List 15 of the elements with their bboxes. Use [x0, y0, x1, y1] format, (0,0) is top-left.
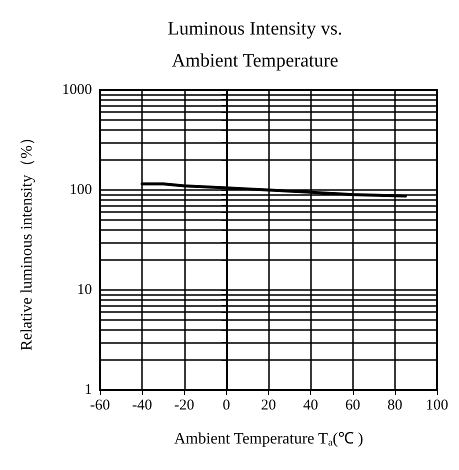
x-tick-label: -40 [132, 398, 152, 414]
x-tick-label: 20 [261, 398, 276, 414]
y-tick-label: 10 [77, 282, 92, 298]
x-tick-label: 60 [345, 398, 360, 414]
y-tick-label: 1 [84, 382, 92, 398]
x-tick-label: -20 [174, 398, 194, 414]
x-tick-label: 0 [222, 398, 230, 414]
y-axis-title: Relative luminous intensity（%） [18, 129, 36, 351]
x-tick-label: 80 [387, 398, 402, 414]
x-tick-label: -60 [90, 398, 110, 414]
x-tick-label: 40 [303, 398, 318, 414]
x-tick-label: 100 [426, 398, 448, 414]
y-tick-label: 100 [70, 182, 92, 198]
chart-title: Luminous Intensity vs. Ambient Temperature [168, 18, 342, 72]
y-tick-label: 1000 [62, 82, 92, 98]
